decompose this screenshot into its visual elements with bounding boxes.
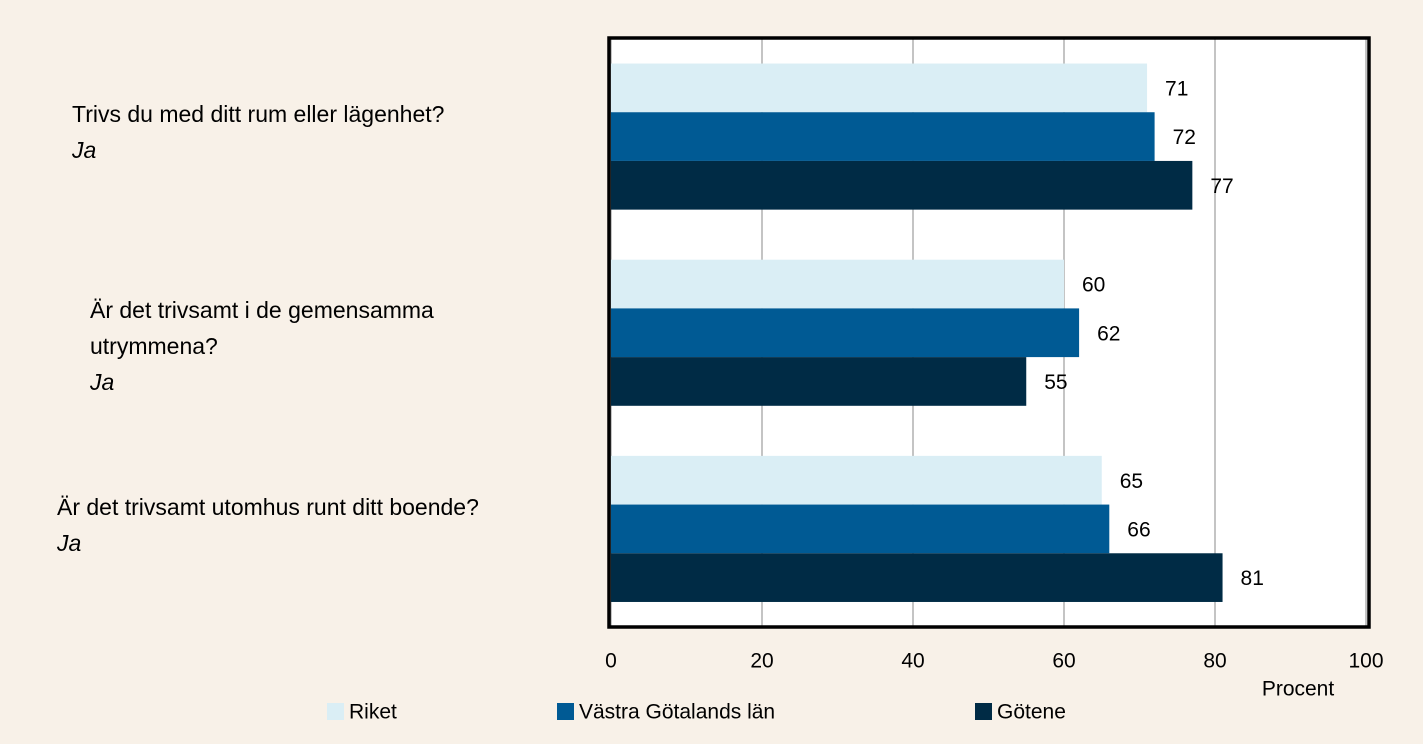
bar bbox=[611, 504, 1110, 554]
bar bbox=[611, 455, 1102, 505]
answer: Ja bbox=[57, 530, 82, 556]
answer: Ja bbox=[72, 137, 97, 163]
x-tick-label: 40 bbox=[901, 650, 924, 673]
category-label: Trivs du med ditt rum eller lägenhet? Ja bbox=[72, 96, 572, 168]
question: Är det trivsamt utomhus runt ditt boende… bbox=[57, 494, 479, 520]
data-label: 77 bbox=[1210, 175, 1233, 198]
question: Trivs du med ditt rum eller lägenhet? bbox=[72, 101, 445, 127]
bar bbox=[611, 112, 1155, 161]
bar bbox=[611, 63, 1148, 113]
data-label: 71 bbox=[1165, 77, 1188, 100]
legend-swatch bbox=[975, 703, 992, 720]
answer: Ja bbox=[90, 369, 115, 395]
x-tick-label: 100 bbox=[1348, 650, 1383, 673]
legend-swatch bbox=[557, 703, 574, 720]
x-tick-label: 0 bbox=[605, 650, 617, 673]
plot-frame bbox=[607, 36, 1371, 629]
data-label: 81 bbox=[1241, 567, 1264, 590]
category-label: Är det trivsamt utomhus runt ditt boende… bbox=[57, 489, 507, 561]
bar bbox=[611, 308, 1080, 358]
x-tick-label: 60 bbox=[1052, 650, 1075, 673]
bar bbox=[611, 160, 1193, 210]
legend-swatch bbox=[327, 703, 344, 720]
data-label: 60 bbox=[1082, 274, 1105, 297]
data-label: 72 bbox=[1173, 126, 1196, 149]
data-label: 55 bbox=[1044, 371, 1067, 394]
x-tick-label: 20 bbox=[750, 650, 773, 673]
category-label: Är det trivsamt i de gemensamma utrymmen… bbox=[90, 292, 540, 400]
data-label: 65 bbox=[1120, 470, 1143, 493]
x-tick-label: 80 bbox=[1203, 650, 1226, 673]
bar bbox=[611, 553, 1223, 602]
data-label: 62 bbox=[1097, 322, 1120, 345]
question: Är det trivsamt i de gemensamma utrymmen… bbox=[90, 297, 434, 359]
legend-label: Riket bbox=[349, 701, 397, 724]
legend-label: Götene bbox=[997, 701, 1066, 724]
x-axis-label: Procent bbox=[1262, 678, 1335, 701]
legend-label: Västra Götalands län bbox=[579, 701, 775, 724]
bar bbox=[611, 259, 1064, 309]
data-label: 66 bbox=[1127, 518, 1150, 541]
bar bbox=[611, 357, 1027, 406]
